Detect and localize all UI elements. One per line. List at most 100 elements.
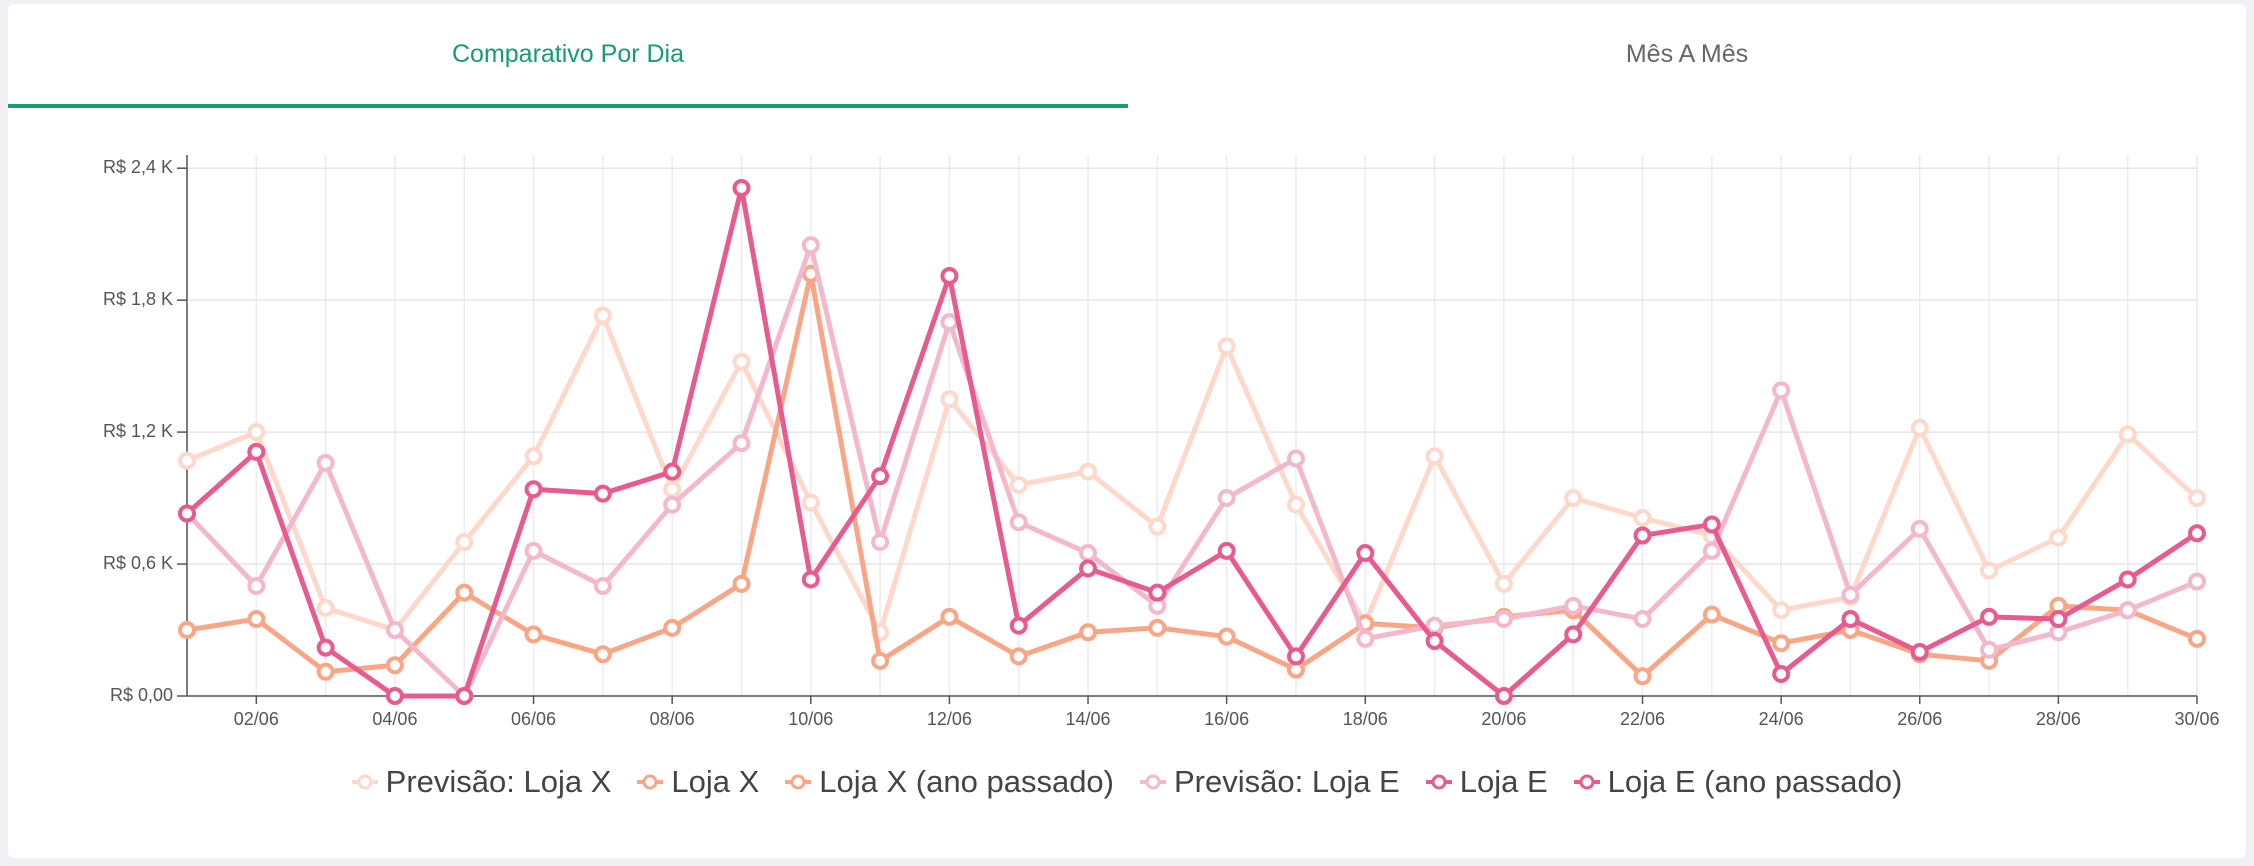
point	[1286, 449, 1305, 468]
x-tick-label: 02/06	[234, 709, 279, 729]
point	[1148, 618, 1167, 637]
point	[593, 306, 612, 325]
legend-label: Loja X	[671, 764, 760, 799]
point	[801, 570, 820, 589]
point	[1910, 643, 1929, 662]
legend-label: Loja E	[1459, 764, 1548, 799]
point	[1356, 544, 1375, 563]
point	[1702, 515, 1721, 534]
legend-marker	[1425, 774, 1452, 790]
point	[1633, 526, 1652, 545]
point	[1772, 634, 1791, 653]
point	[1980, 607, 1999, 626]
series-line	[185, 242, 2198, 699]
point	[1772, 665, 1791, 684]
point	[663, 618, 682, 637]
point	[1079, 559, 1098, 578]
point	[1148, 583, 1167, 602]
x-tick-label: 10/06	[788, 709, 833, 729]
point	[1980, 640, 1999, 659]
point	[732, 574, 751, 593]
legend-label: Loja E (ano passado)	[1607, 764, 1903, 799]
point	[524, 480, 543, 499]
y-tick-label: R$ 2,4 K	[103, 157, 173, 177]
legend-marker	[1140, 774, 1166, 790]
point	[1079, 623, 1098, 642]
point	[178, 504, 196, 523]
point	[1702, 541, 1721, 560]
point	[2188, 524, 2206, 543]
point	[385, 621, 404, 640]
point	[871, 533, 890, 552]
legend-item[interactable]: Previsão: Loja X	[351, 764, 611, 800]
point	[1079, 544, 1098, 563]
point	[940, 313, 959, 332]
point	[1910, 519, 1929, 538]
tab[interactable]: Comparativo Por Dia	[8, 4, 1128, 108]
legend-marker	[1573, 774, 1600, 790]
legend-item[interactable]: Loja E (ano passado)	[1573, 764, 1903, 800]
point	[940, 266, 959, 285]
point	[455, 687, 474, 705]
x-tick-label: 30/06	[2174, 709, 2219, 729]
point	[593, 645, 612, 664]
y-tick-label: R$ 1,8 K	[103, 289, 173, 309]
x-tick-label: 28/06	[2036, 709, 2081, 729]
point	[1772, 601, 1791, 620]
point	[2118, 601, 2137, 620]
point	[593, 484, 612, 503]
point	[593, 577, 612, 596]
y-tick-label: R$ 0,6 K	[103, 553, 173, 573]
point	[940, 390, 959, 409]
legend-dot	[1579, 774, 1595, 790]
point	[247, 577, 266, 596]
point	[1009, 475, 1028, 494]
legend-marker	[351, 774, 378, 790]
legend-item[interactable]: Previsão: Loja E	[1140, 764, 1400, 800]
x-tick-label: 08/06	[650, 709, 695, 729]
point	[940, 607, 959, 626]
point	[1494, 574, 1513, 593]
point	[385, 687, 404, 705]
x-tick-label: 18/06	[1343, 709, 1388, 729]
point	[1564, 625, 1583, 644]
tab[interactable]: Mês A Mês	[1625, 39, 1749, 68]
point	[316, 599, 335, 618]
legend-item[interactable]: Loja E	[1425, 764, 1548, 800]
point	[1148, 517, 1167, 536]
point	[801, 236, 820, 255]
point	[2188, 629, 2206, 648]
legend-item[interactable]: Loja X (ano passado)	[785, 764, 1114, 800]
point	[1009, 647, 1028, 666]
point	[178, 621, 196, 640]
point	[1564, 596, 1583, 615]
x-tick-label: 04/06	[372, 709, 417, 729]
legend-dot	[357, 774, 373, 790]
point	[1009, 616, 1028, 635]
point	[1564, 489, 1583, 508]
point	[1425, 616, 1444, 635]
point	[1425, 447, 1444, 466]
point	[1425, 632, 1444, 651]
x-tick-label: 16/06	[1204, 709, 1249, 729]
point	[1217, 489, 1236, 508]
point	[1079, 462, 1098, 481]
legend-label: Loja X (ano passado)	[819, 764, 1114, 799]
point	[871, 651, 890, 670]
point	[1702, 605, 1721, 624]
point	[1841, 585, 1860, 604]
point	[455, 533, 474, 552]
point	[2118, 425, 2137, 444]
point	[2188, 572, 2206, 591]
point	[524, 541, 543, 560]
point	[663, 480, 682, 499]
point	[1633, 610, 1652, 629]
point	[1217, 337, 1236, 356]
y-tick-label: R$ 0,00	[110, 685, 173, 705]
tabs: Comparativo Por Dia Mês A Mês	[8, 4, 2246, 108]
point	[316, 453, 335, 472]
point	[2049, 610, 2068, 629]
card: Comparativo Por Dia Mês A Mês R$ 0,00 R$ …	[8, 4, 2246, 858]
legend-item[interactable]: Loja X	[637, 764, 759, 800]
x-tick-label: 26/06	[1897, 709, 1942, 729]
